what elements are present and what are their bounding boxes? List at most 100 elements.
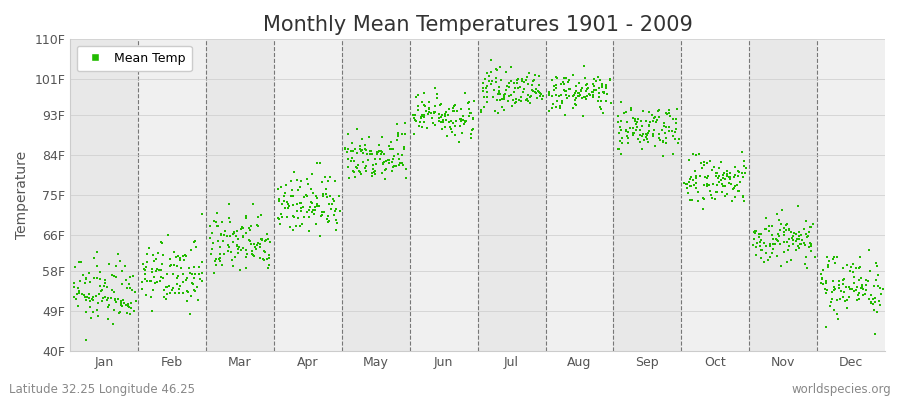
Point — [660, 111, 674, 118]
Point — [724, 198, 739, 204]
Point — [871, 282, 886, 289]
Point — [851, 264, 866, 271]
Point — [691, 188, 706, 195]
Point — [282, 205, 296, 212]
Point — [593, 77, 608, 84]
Point — [406, 112, 420, 118]
Point — [765, 236, 779, 242]
Point — [705, 194, 719, 201]
Point — [436, 117, 450, 124]
Point — [750, 240, 764, 246]
Point — [407, 115, 421, 121]
Point — [113, 298, 128, 304]
Point — [142, 245, 157, 251]
Point — [699, 175, 714, 182]
Point — [595, 84, 609, 90]
Point — [127, 308, 141, 314]
Point — [77, 280, 92, 286]
Point — [192, 270, 206, 277]
Point — [256, 248, 271, 254]
Point — [493, 97, 508, 103]
Point — [352, 168, 366, 174]
Point — [618, 127, 633, 133]
Point — [474, 109, 489, 115]
Point — [531, 89, 545, 95]
Point — [680, 185, 694, 192]
Point — [446, 108, 461, 114]
Point — [652, 108, 666, 114]
Point — [310, 193, 324, 199]
Point — [510, 76, 525, 82]
Point — [801, 233, 815, 239]
Point — [586, 94, 600, 100]
Point — [623, 125, 637, 131]
Point — [789, 230, 804, 237]
Point — [798, 242, 813, 248]
Point — [500, 83, 515, 89]
Point — [654, 126, 669, 133]
Point — [203, 223, 218, 230]
Point — [698, 162, 712, 169]
Point — [296, 214, 310, 220]
Point — [642, 109, 656, 115]
Point — [614, 150, 628, 157]
Point — [846, 261, 860, 268]
Point — [122, 310, 137, 317]
Point — [549, 104, 563, 111]
Point — [114, 268, 129, 274]
Point — [532, 72, 546, 79]
Point — [765, 222, 779, 229]
Point — [112, 309, 127, 316]
Point — [258, 249, 273, 255]
Point — [157, 294, 171, 300]
Point — [98, 294, 112, 300]
Point — [814, 276, 829, 282]
Point — [786, 234, 800, 241]
Point — [121, 300, 135, 307]
Point — [67, 294, 81, 300]
Point — [245, 248, 259, 254]
Point — [271, 215, 285, 221]
Point — [624, 106, 638, 113]
Point — [820, 287, 834, 293]
Point — [260, 264, 274, 271]
Point — [316, 191, 330, 198]
Point — [220, 233, 234, 239]
Point — [462, 113, 476, 119]
Point — [749, 244, 763, 251]
Point — [138, 267, 152, 273]
Point — [599, 91, 614, 97]
Point — [419, 108, 434, 114]
Point — [79, 309, 94, 315]
Point — [656, 123, 670, 130]
Point — [489, 66, 503, 72]
Point — [338, 146, 352, 152]
Point — [236, 233, 250, 240]
Point — [754, 246, 769, 253]
Point — [341, 145, 356, 152]
Point — [302, 204, 317, 210]
Point — [412, 123, 427, 129]
Point — [853, 274, 868, 281]
Point — [488, 108, 502, 114]
Point — [834, 288, 849, 294]
Point — [864, 300, 878, 306]
Point — [638, 130, 652, 137]
Point — [184, 280, 199, 286]
Point — [384, 146, 399, 152]
Point — [180, 297, 194, 304]
Point — [688, 175, 703, 181]
Point — [359, 163, 374, 169]
Point — [647, 127, 662, 134]
Point — [499, 69, 513, 76]
Point — [161, 283, 176, 289]
Point — [305, 200, 320, 206]
Point — [832, 285, 846, 291]
Point — [684, 174, 698, 180]
Point — [294, 221, 309, 227]
Point — [782, 227, 796, 233]
Point — [658, 130, 672, 136]
Point — [448, 132, 463, 138]
Point — [173, 257, 187, 264]
Point — [341, 130, 356, 137]
